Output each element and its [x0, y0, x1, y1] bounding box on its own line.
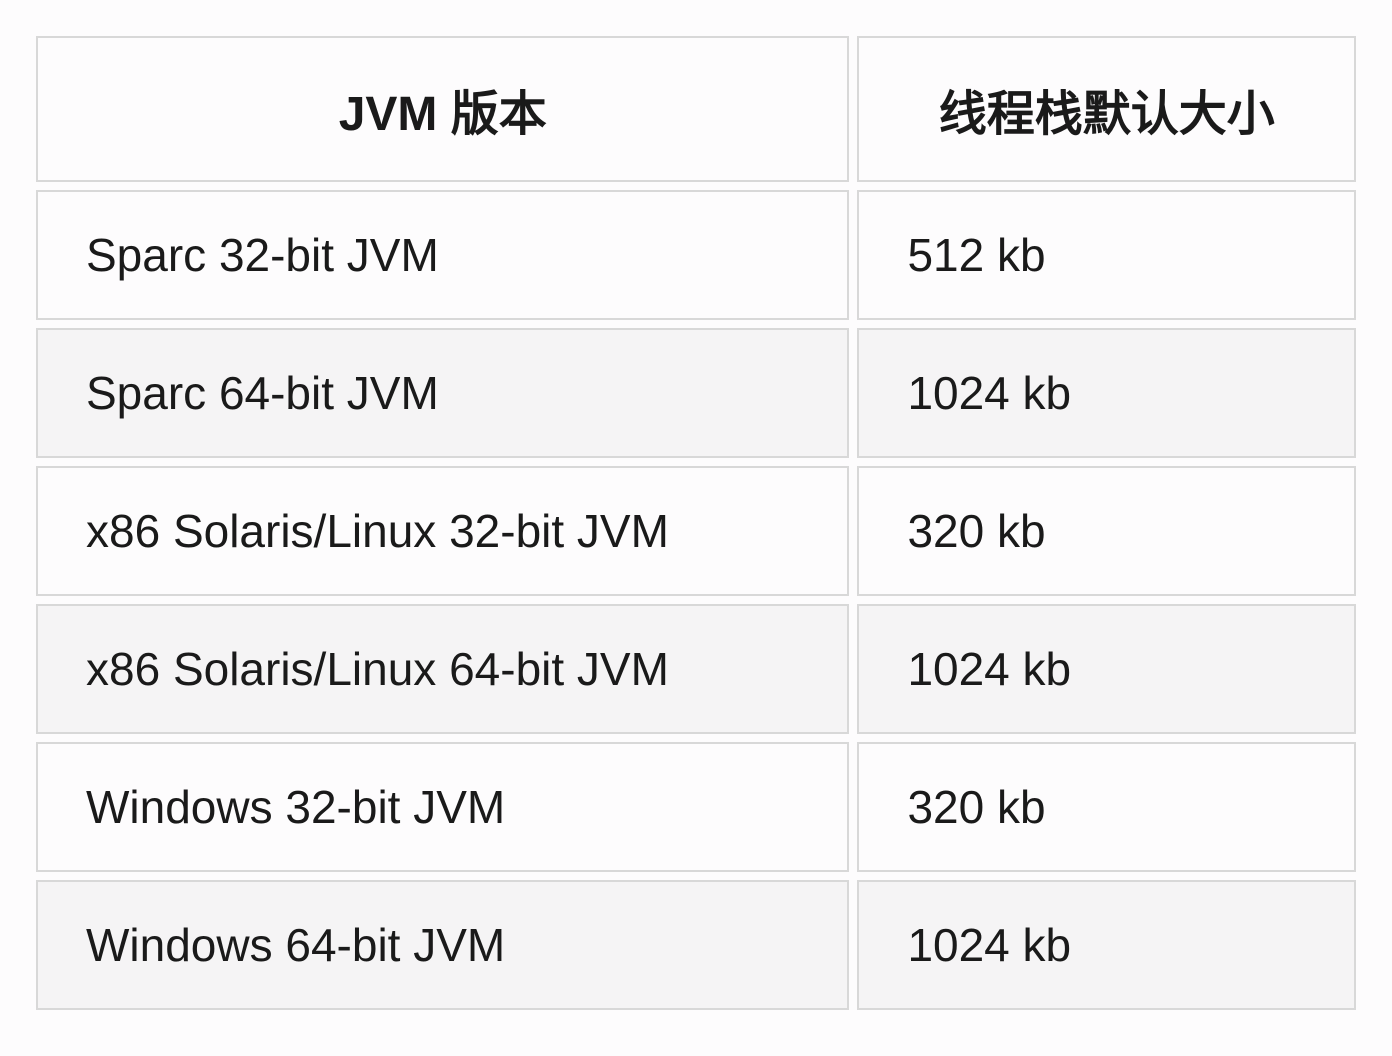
jvm-table-container: JVM 版本 线程栈默认大小 Sparc 32-bit JVM 512 kb S… [28, 28, 1364, 1018]
column-header-jvm-version: JVM 版本 [36, 36, 849, 182]
cell-stack-size: 320 kb [857, 466, 1356, 596]
table-row: x86 Solaris/Linux 32-bit JVM 320 kb [36, 466, 1356, 596]
cell-stack-size: 320 kb [857, 742, 1356, 872]
table-row: Sparc 32-bit JVM 512 kb [36, 190, 1356, 320]
table-row: x86 Solaris/Linux 64-bit JVM 1024 kb [36, 604, 1356, 734]
table-row: Sparc 64-bit JVM 1024 kb [36, 328, 1356, 458]
cell-jvm-version: Sparc 32-bit JVM [36, 190, 849, 320]
cell-jvm-version: Windows 64-bit JVM [36, 880, 849, 1010]
table-row: Windows 64-bit JVM 1024 kb [36, 880, 1356, 1010]
cell-jvm-version: x86 Solaris/Linux 64-bit JVM [36, 604, 849, 734]
table-row: Windows 32-bit JVM 320 kb [36, 742, 1356, 872]
cell-jvm-version: Sparc 64-bit JVM [36, 328, 849, 458]
cell-stack-size: 1024 kb [857, 328, 1356, 458]
cell-jvm-version: Windows 32-bit JVM [36, 742, 849, 872]
column-header-stack-size: 线程栈默认大小 [857, 36, 1356, 182]
jvm-table: JVM 版本 线程栈默认大小 Sparc 32-bit JVM 512 kb S… [28, 28, 1364, 1018]
cell-stack-size: 512 kb [857, 190, 1356, 320]
cell-stack-size: 1024 kb [857, 880, 1356, 1010]
table-header-row: JVM 版本 线程栈默认大小 [36, 36, 1356, 182]
cell-jvm-version: x86 Solaris/Linux 32-bit JVM [36, 466, 849, 596]
cell-stack-size: 1024 kb [857, 604, 1356, 734]
